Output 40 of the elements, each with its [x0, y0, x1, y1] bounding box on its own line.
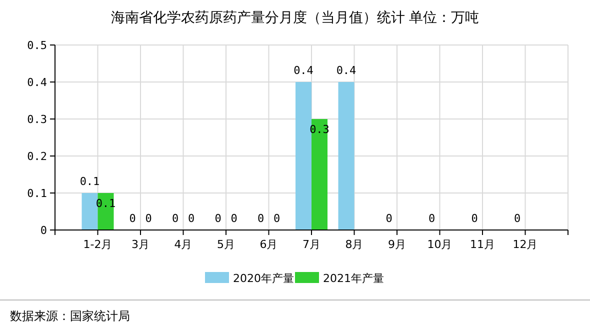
- data-label: 0: [230, 212, 238, 225]
- legend-label: 2021年产量: [323, 272, 384, 285]
- x-tick-label: 5月: [217, 238, 235, 251]
- y-tick-label: 0.3: [27, 113, 47, 126]
- x-tick-label: 6月: [260, 238, 278, 251]
- data-label: 0: [428, 212, 436, 225]
- x-tick-label: 9月: [388, 238, 406, 251]
- data-label: 0: [257, 212, 264, 225]
- x-tick-label: 8月: [345, 238, 364, 251]
- data-label: 0.1: [80, 175, 100, 188]
- data-label: 0: [514, 212, 521, 225]
- y-tick-label: 0: [40, 224, 47, 237]
- chart-title: 海南省化学农药原药产量分月度（当月值）统计 单位：万吨: [110, 10, 480, 26]
- data-label: 0: [172, 212, 179, 225]
- data-label: 0: [471, 212, 478, 225]
- y-tick-label: 0.1: [27, 187, 47, 200]
- y-tick-label: 0.5: [27, 39, 47, 52]
- data-label: 0: [386, 212, 392, 225]
- data-label: 0.4: [336, 64, 357, 77]
- x-tick-label: 1-2月: [83, 238, 112, 251]
- x-tick-label: 12月: [512, 238, 538, 251]
- source-note: 数据来源：国家统计局: [10, 309, 130, 323]
- bar: [338, 82, 354, 230]
- data-label: 0: [145, 212, 152, 225]
- x-tick-label: 3月: [132, 238, 150, 251]
- x-tick-label: 4月: [174, 238, 192, 251]
- legend-label: 2020年产量: [233, 272, 294, 285]
- bar: [296, 82, 312, 230]
- bar: [82, 193, 98, 230]
- y-tick-label: 0.4: [27, 76, 48, 89]
- data-label: 0: [129, 212, 136, 225]
- data-label: 0: [273, 212, 280, 225]
- data-label: 0: [214, 212, 222, 225]
- bar: [312, 119, 328, 230]
- x-tick-label: 11月: [470, 238, 495, 251]
- y-tick-label: 0.2: [27, 150, 47, 163]
- data-label: 0.4: [294, 64, 314, 77]
- x-tick-label: 7月: [302, 238, 320, 251]
- data-label: 0: [188, 212, 195, 225]
- x-tick-label: 10月: [427, 238, 452, 251]
